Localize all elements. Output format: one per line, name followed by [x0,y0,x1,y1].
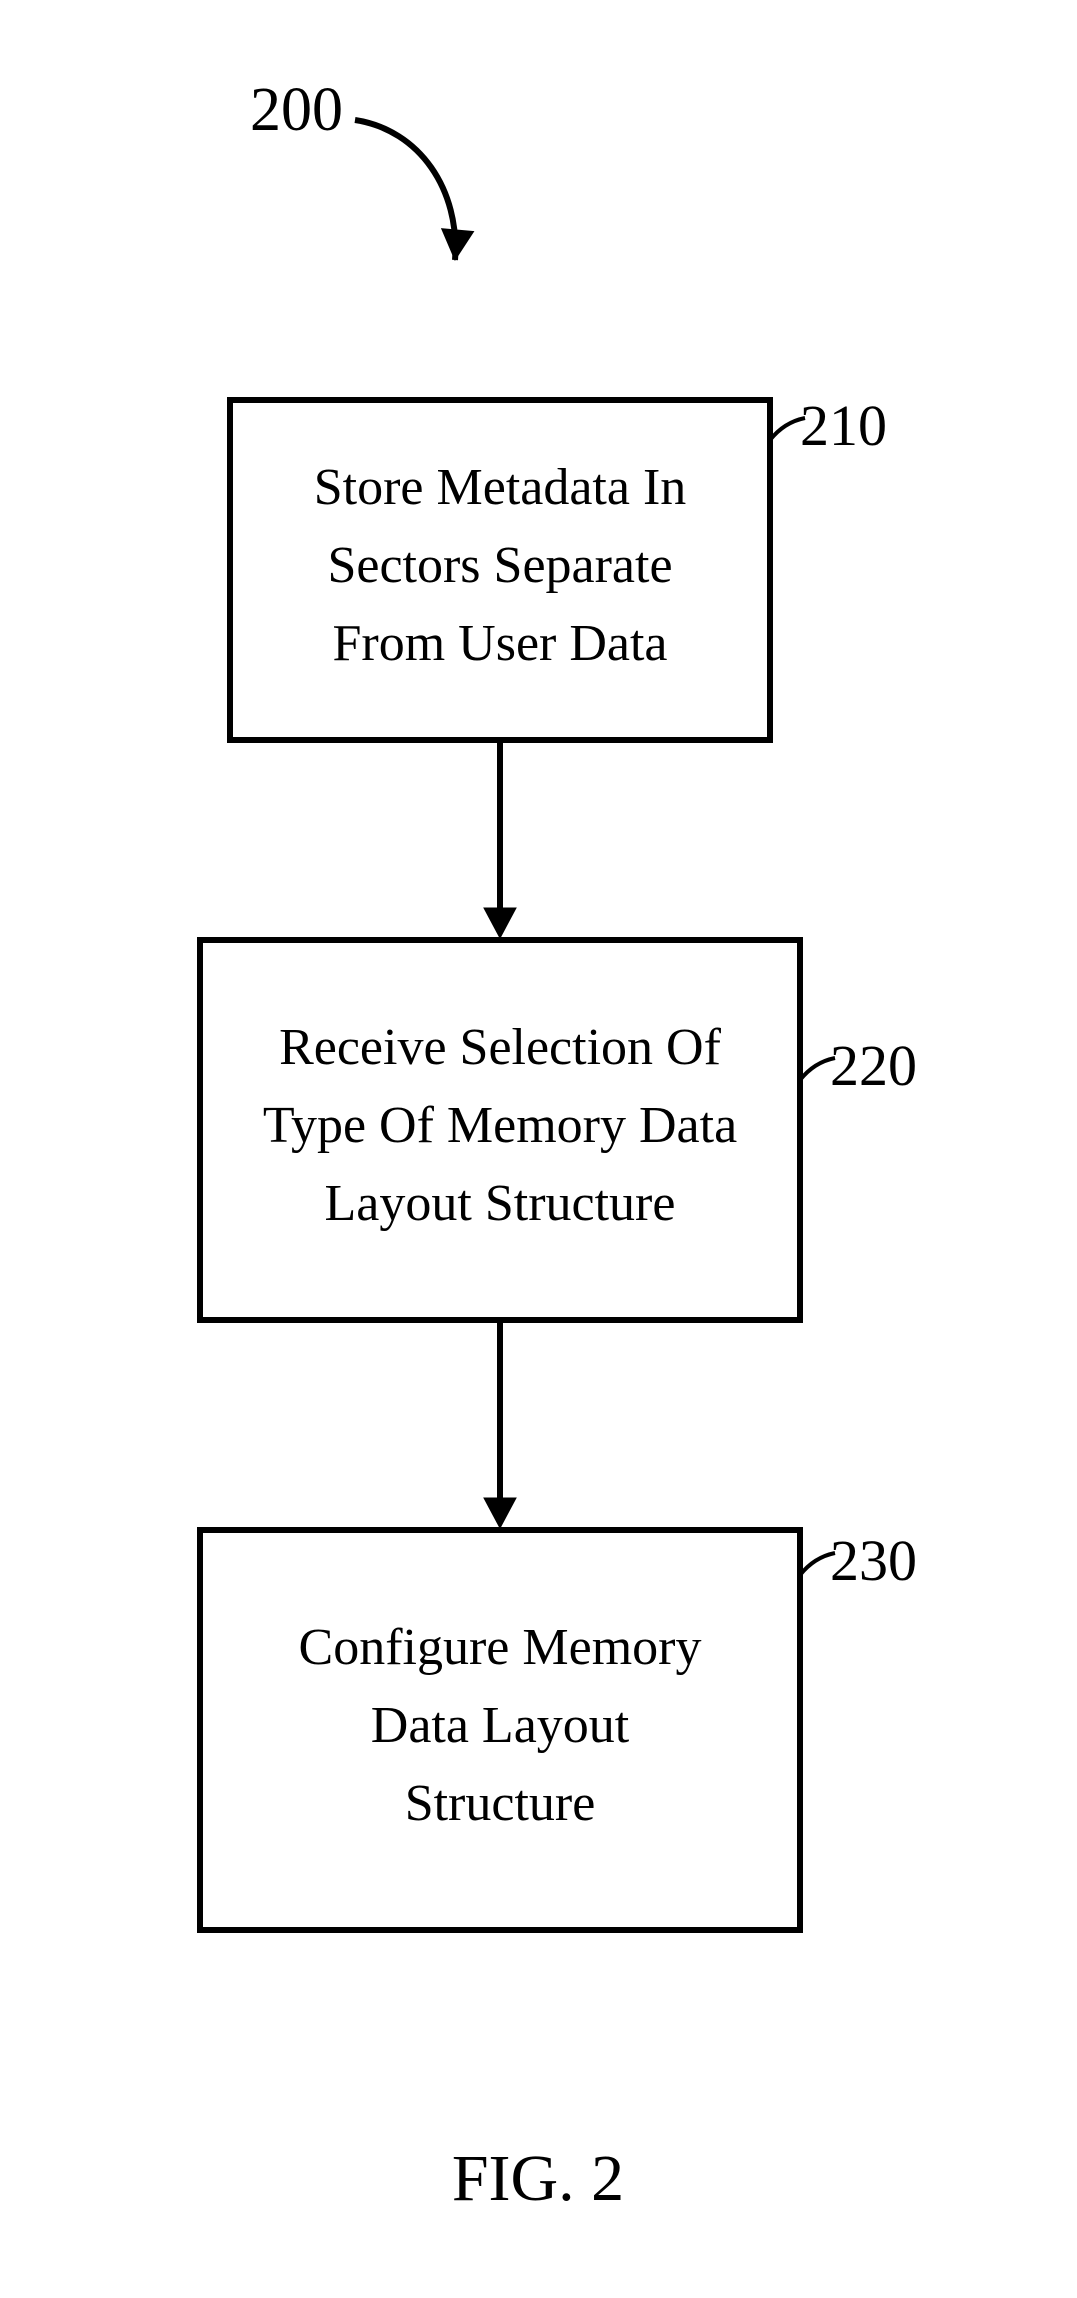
box1-line-2: From User Data [332,615,667,672]
connector-1-arrowhead-icon [484,1498,516,1528]
diagram-number-arrow [355,120,455,260]
connector-1 [484,1320,516,1528]
box1-line-0: Store Metadata In [314,459,687,516]
box2: Receive Selection Of Type Of Memory Data L… [200,940,917,1320]
box2-label: 220 [830,1033,917,1098]
box3-line-2: Structure [405,1775,596,1832]
diagram-number-arrowhead-icon [442,229,474,260]
box1-line-1: Sectors Separate [327,537,672,594]
box2-line-2: Layout Structure [325,1175,676,1232]
box2-line-1: Type Of Memory Data [263,1097,737,1154]
box3-label: 230 [830,1528,917,1593]
box2-line-0: Receive Selection Of [279,1019,722,1076]
connector-0 [484,740,516,938]
box3-line-0: Configure Memory [299,1619,702,1676]
box3-line-1: Data Layout [371,1697,630,1754]
box1: Store Metadata In Sectors Separate From Us… [230,393,887,740]
figure-caption: FIG. 2 [452,2142,624,2215]
box3: Configure Memory Data Layout Structure 230 [200,1528,917,1930]
diagram-number-label: 200 [250,76,343,144]
connector-0-arrowhead-icon [484,908,516,938]
box1-label: 210 [800,393,887,458]
